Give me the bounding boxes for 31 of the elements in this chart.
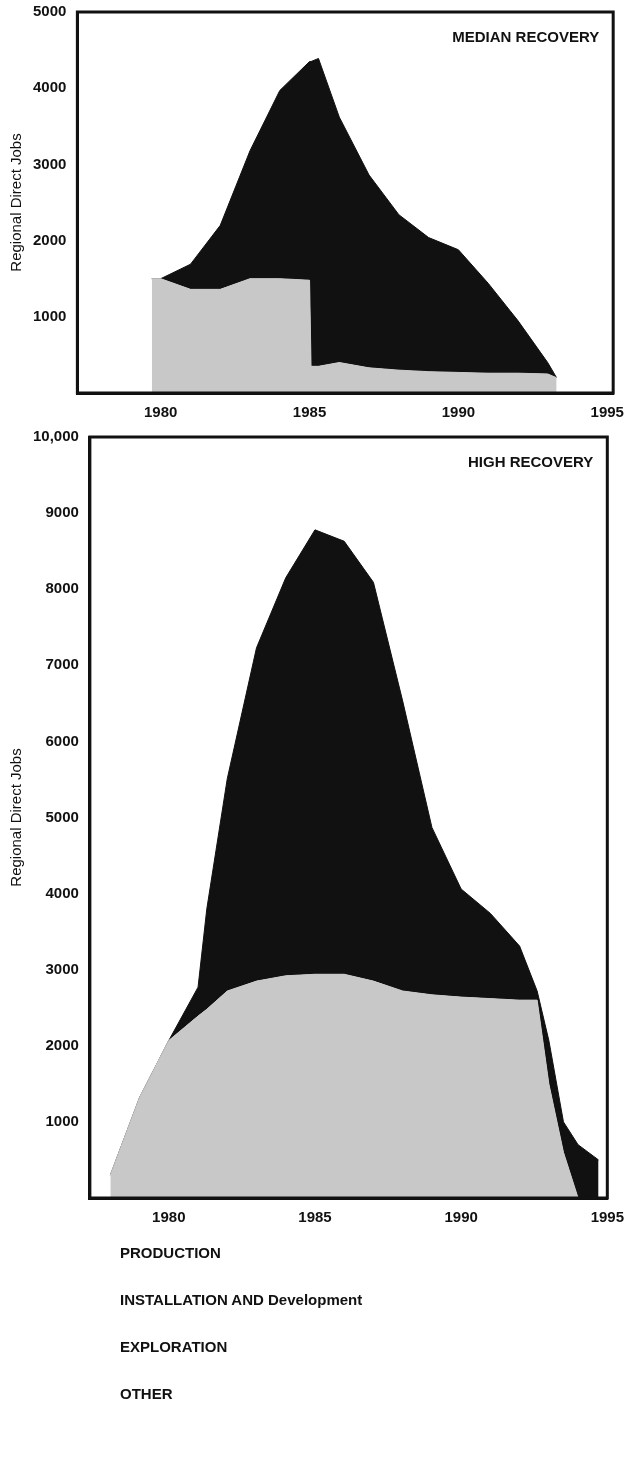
- y-tick-label: 3000: [32, 154, 67, 172]
- y-tick-label: 5000: [32, 2, 67, 20]
- y-tick-label: 10,000: [32, 427, 79, 445]
- y-tick-label: 3000: [45, 959, 79, 977]
- y-tick-label: 2000: [45, 1035, 79, 1053]
- x-tick-label: 1995: [590, 1208, 624, 1226]
- y-axis-title: Regional Direct Jobs: [7, 133, 25, 272]
- x-tick-label: 1985: [298, 1208, 332, 1226]
- text: MEDIAN RECOVERY: [452, 27, 600, 45]
- y-tick-label: 7000: [45, 655, 79, 673]
- text: EXPLORATION: [120, 1338, 229, 1355]
- y-tick-label: 4000: [32, 78, 67, 96]
- y-tick-label: 2000: [32, 230, 67, 248]
- x-tick-label: 1980: [144, 403, 178, 421]
- x-tick-label: 1985: [292, 403, 327, 421]
- y-axis-title: Regional Direct Jobs: [7, 748, 25, 887]
- y-tick-label: 4000: [45, 883, 79, 901]
- x-tick-label: 1990: [441, 403, 476, 421]
- y-tick-label: 6000: [45, 731, 79, 749]
- x-tick-label: 1990: [444, 1208, 478, 1226]
- y-tick-label: 5000: [45, 807, 79, 825]
- y-tick-label: 1000: [45, 1112, 79, 1130]
- text: HIGH RECOVERY: [468, 452, 594, 470]
- text: INSTALLATION AND Development: [120, 1291, 364, 1308]
- y-tick-label: 1000: [32, 306, 67, 324]
- text: OTHER: [120, 1385, 174, 1402]
- x-tick-label: 1980: [152, 1208, 186, 1226]
- y-tick-label: 9000: [45, 503, 79, 521]
- x-tick-label: 1995: [590, 403, 624, 421]
- y-tick-label: 8000: [45, 579, 79, 597]
- text: PRODUCTION: [120, 1244, 222, 1261]
